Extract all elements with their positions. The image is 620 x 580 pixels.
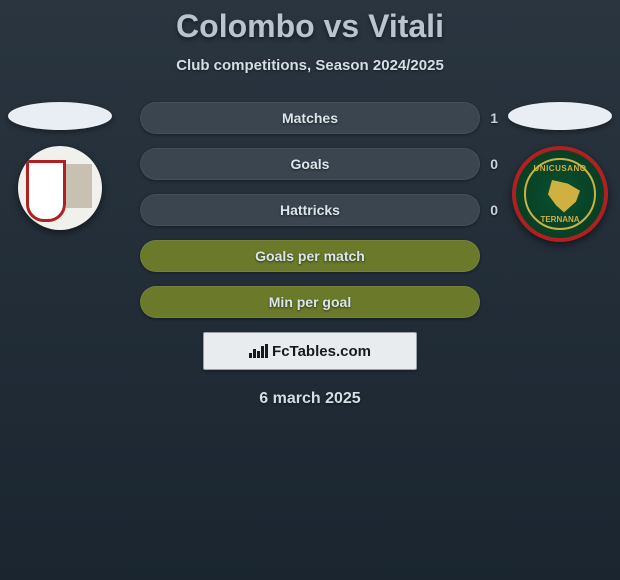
badge-right-top-text: UNICUSANO xyxy=(516,164,604,173)
player-right-oval xyxy=(508,102,612,130)
club-badge-left xyxy=(18,146,102,230)
comparison-block: Matches 1 Goals 0 Hattricks 0 Goals per … xyxy=(0,102,620,312)
stat-label: Goals per match xyxy=(255,248,365,264)
player-left-column xyxy=(0,102,120,230)
stat-row-goals-per-match: Goals per match xyxy=(140,240,480,272)
stat-row-min-per-goal: Min per goal xyxy=(140,286,480,318)
stat-label: Goals xyxy=(291,156,330,172)
badge-right-emblem xyxy=(544,180,584,216)
bar-chart-icon xyxy=(249,344,268,358)
page-title: Colombo vs Vitali xyxy=(0,0,620,45)
badge-right-bottom-text: TERNANA xyxy=(516,215,604,224)
stat-row-goals: Goals 0 xyxy=(140,148,480,180)
stat-row-matches: Matches 1 xyxy=(140,102,480,134)
brand-watermark: FcTables.com xyxy=(203,332,417,370)
stat-label: Min per goal xyxy=(269,294,351,310)
stat-right-value: 1 xyxy=(490,110,498,126)
stat-right-value: 0 xyxy=(490,156,498,172)
stat-rows: Matches 1 Goals 0 Hattricks 0 Goals per … xyxy=(140,102,480,318)
date-text: 6 march 2025 xyxy=(0,390,620,408)
stat-right-value: 0 xyxy=(490,202,498,218)
brand-text: FcTables.com xyxy=(272,343,371,360)
club-badge-right: UNICUSANO TERNANA xyxy=(512,146,608,242)
stat-label: Matches xyxy=(282,110,338,126)
player-left-oval xyxy=(8,102,112,130)
page-subtitle: Club competitions, Season 2024/2025 xyxy=(0,57,620,74)
player-right-column: UNICUSANO TERNANA xyxy=(500,102,620,242)
stat-label: Hattricks xyxy=(280,202,340,218)
stat-row-hattricks: Hattricks 0 xyxy=(140,194,480,226)
